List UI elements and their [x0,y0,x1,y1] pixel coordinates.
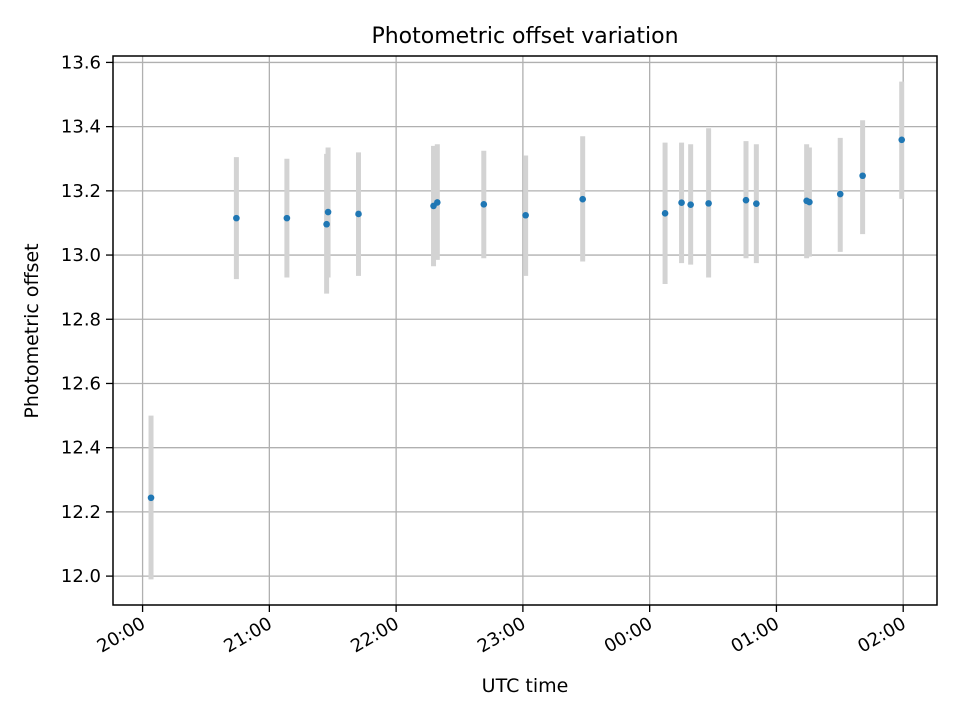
plot-frame [112,55,938,606]
data-point [859,172,866,180]
data-point [742,196,750,204]
data-point [753,200,760,207]
y-tick-label: 13.4 [61,117,101,138]
data-point [355,210,362,218]
y-tick-label: 13.2 [61,181,101,202]
data-point [661,210,669,217]
data-point [522,211,529,219]
data-point [480,201,488,208]
y-axis-ticks: 12.0 12.2 12.4 12.6 12.8 13.0 13.2 13.4 13.6 [61,52,113,587]
data-point [579,195,586,203]
data-point [283,214,291,222]
data-point [147,494,155,502]
y-tick-label: 12.6 [61,373,101,394]
y-tick-label: 13.0 [61,245,101,266]
x-axis-label: UTC time [482,675,569,697]
chart-title: Photometric offset variation [371,24,678,49]
y-axis-label: Photometric offset [21,243,43,418]
data-point [233,214,240,222]
data-point [687,201,694,208]
y-tick-label: 12.4 [61,438,101,459]
data-points [147,136,906,502]
data-point [678,199,685,207]
data-point [324,208,332,216]
data-point [323,220,330,228]
data-point [898,136,906,144]
data-point [836,190,844,198]
y-tick-label: 13.6 [61,52,101,73]
y-tick-label: 12.2 [61,502,101,523]
data-point [705,200,712,207]
data-point [434,199,441,206]
y-tick-label: 12.8 [61,309,101,330]
y-tick-label: 12.0 [61,566,101,587]
data-point [806,198,813,206]
